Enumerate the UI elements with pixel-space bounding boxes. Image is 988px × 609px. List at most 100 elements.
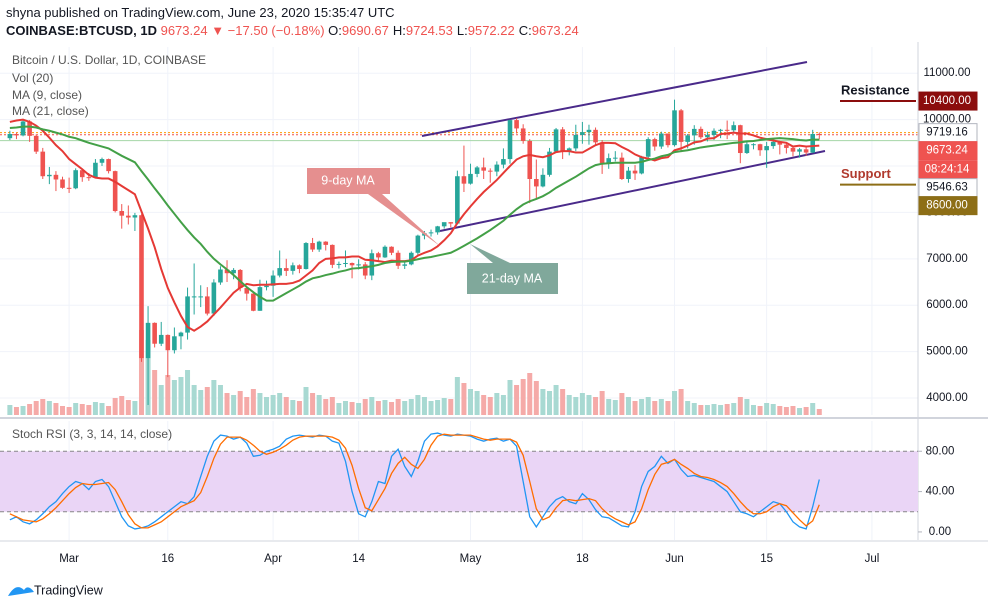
volume-bar	[132, 401, 138, 415]
candle-body	[139, 215, 144, 359]
candle-body	[566, 148, 572, 152]
candle-body	[47, 174, 52, 177]
rsi-tick-label: 80.00	[926, 445, 955, 457]
publisher: shyna published on TradingView.com, June…	[6, 5, 395, 20]
volume-bar	[744, 399, 750, 415]
candle-body	[751, 144, 756, 146]
volume-bar	[507, 380, 513, 415]
volume-bar	[66, 407, 72, 415]
legend-item: MA (9, close)	[12, 88, 82, 102]
volume-bar	[474, 391, 480, 415]
candle-body	[803, 149, 809, 153]
price-box	[918, 91, 978, 111]
volume-bar	[639, 399, 645, 415]
ohlc-value: 9724.53	[405, 23, 453, 38]
candle-body	[711, 130, 717, 135]
volume-bar	[303, 387, 309, 415]
candle-body	[402, 264, 408, 266]
ma-line	[9, 118, 820, 332]
candle-body	[606, 158, 612, 164]
candle-body	[395, 252, 401, 266]
volume-bar	[718, 405, 724, 415]
volume-bar	[46, 401, 52, 415]
header: shyna published on TradingView.com, June…	[6, 4, 583, 40]
volume-bar	[553, 385, 559, 415]
candle-body	[237, 269, 243, 289]
volume-bar	[349, 402, 355, 415]
volume-bar	[211, 380, 217, 415]
y-tick-label: 5000.00	[926, 346, 968, 358]
candle-body	[376, 253, 381, 258]
candle-body	[612, 157, 618, 159]
candle-body	[231, 269, 236, 274]
candle-body	[481, 167, 486, 171]
candle-body	[757, 144, 763, 151]
volume-bar	[566, 395, 572, 415]
volume-bar	[224, 393, 230, 415]
candle-body	[297, 265, 302, 270]
candle-body	[580, 132, 585, 135]
candle-body	[356, 264, 361, 266]
volume-bar	[658, 399, 664, 415]
candle-body	[264, 285, 269, 288]
candle-body	[126, 215, 131, 218]
candle-body	[744, 144, 750, 154]
volume-bar	[231, 395, 237, 415]
volume-bar	[323, 399, 329, 415]
ohlc-label: O:	[328, 23, 342, 38]
candle-body	[244, 288, 250, 294]
volume-bar	[448, 399, 454, 415]
volume-bar	[586, 395, 592, 415]
volume-bar	[606, 399, 612, 415]
volume-bar	[296, 401, 302, 415]
candle-body	[705, 134, 710, 138]
candle-body	[659, 133, 664, 147]
candle-body	[178, 332, 184, 337]
level-name: Resistance	[841, 82, 910, 97]
volume-bar	[112, 398, 118, 415]
candle-body	[507, 120, 513, 160]
candle-body	[626, 170, 631, 180]
candle-body	[408, 252, 414, 265]
volume-bar	[356, 403, 362, 415]
volume-bar	[152, 370, 158, 415]
volume-bar	[625, 397, 631, 415]
candle-body	[382, 246, 388, 258]
y-tick-label: 11000.00	[923, 67, 970, 79]
candle-body	[191, 296, 197, 298]
candle-body	[172, 336, 177, 351]
candle-body	[738, 125, 743, 154]
callout-21	[467, 244, 558, 294]
channel-lower	[439, 150, 826, 232]
rsi-title: Stoch RSI (3, 3, 14, 14, close)	[12, 427, 172, 441]
volume-bar	[217, 385, 223, 415]
candle-body	[7, 134, 13, 139]
candle-body	[731, 125, 737, 131]
candle-body	[93, 162, 98, 178]
ohlc-value: 9572.22	[467, 23, 515, 38]
candle-body	[810, 134, 816, 153]
volume-bar	[257, 393, 263, 415]
volume-bar	[612, 400, 618, 415]
volume-bar	[60, 406, 66, 415]
candle-body	[185, 296, 190, 333]
candle-body	[691, 128, 697, 136]
candle-body	[389, 246, 394, 253]
volume-bar	[389, 402, 395, 415]
volume-bar	[790, 406, 796, 415]
volume-bar	[336, 403, 342, 415]
logo	[8, 587, 34, 596]
volume-bar	[277, 393, 283, 415]
candle-body	[53, 174, 59, 180]
x-tick-label: Jun	[665, 553, 684, 565]
volume-bar	[402, 401, 408, 415]
volume-bar	[770, 404, 776, 415]
volume-bar	[481, 395, 487, 415]
volume-bar	[441, 398, 447, 415]
volume-bar	[415, 395, 421, 415]
candle-body	[283, 268, 289, 271]
candle-body	[685, 135, 690, 142]
volume-bar	[138, 330, 144, 415]
volume-bar	[540, 389, 546, 415]
candle-body	[330, 244, 335, 265]
